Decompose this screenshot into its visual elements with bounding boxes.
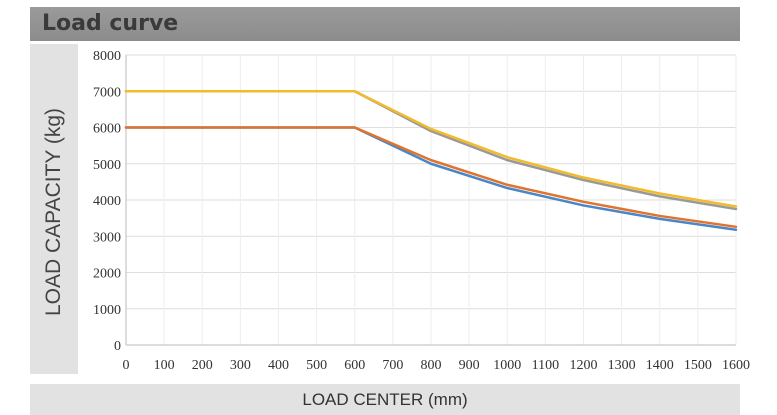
x-tick-label: 1300	[608, 358, 636, 373]
x-tick-label: 700	[382, 358, 403, 373]
header-bar	[30, 7, 740, 41]
x-tick-label: 1400	[646, 358, 674, 373]
x-tick-label: 1500	[684, 358, 712, 373]
x-tick-label: 300	[230, 358, 251, 373]
chart-title: Load curve	[42, 11, 179, 36]
y-tick-label: 3000	[93, 230, 121, 245]
x-tick-label: 1000	[493, 358, 521, 373]
x-tick-label: 800	[421, 358, 442, 373]
y-tick-label: 4000	[93, 194, 121, 209]
y-tick-label: 5000	[93, 158, 121, 173]
y-tick-label: 2000	[93, 267, 121, 282]
series-line-2	[124, 90, 738, 208]
x-tick-label: 900	[459, 358, 480, 373]
x-axis-band	[30, 384, 740, 415]
x-tick-label: 1100	[532, 358, 559, 373]
y-tick-label: 1000	[93, 303, 121, 318]
x-tick-label: 1600	[722, 358, 750, 373]
x-tick-label: 1200	[570, 358, 598, 373]
load-curve-chart: 0 1000 2000 3000 4000 5000 6000 7000 8000 0 100 200…	[93, 49, 750, 373]
x-axis-label: LOAD CENTER (mm)	[302, 390, 468, 409]
x-tick-label: 500	[306, 358, 327, 373]
y-tick-label: 0	[114, 339, 121, 354]
x-tick-label: 600	[344, 358, 365, 373]
series-line-4	[124, 126, 738, 229]
y-tick-label: 7000	[93, 85, 121, 100]
x-tick-label: 400	[268, 358, 289, 373]
x-tick-label: 200	[192, 358, 213, 373]
y-tick-label: 8000	[93, 49, 121, 64]
y-axis-band	[30, 44, 78, 374]
x-tick-label: 0	[123, 358, 130, 373]
y-tick-label: 6000	[93, 122, 121, 137]
x-tick-label: 100	[154, 358, 175, 373]
